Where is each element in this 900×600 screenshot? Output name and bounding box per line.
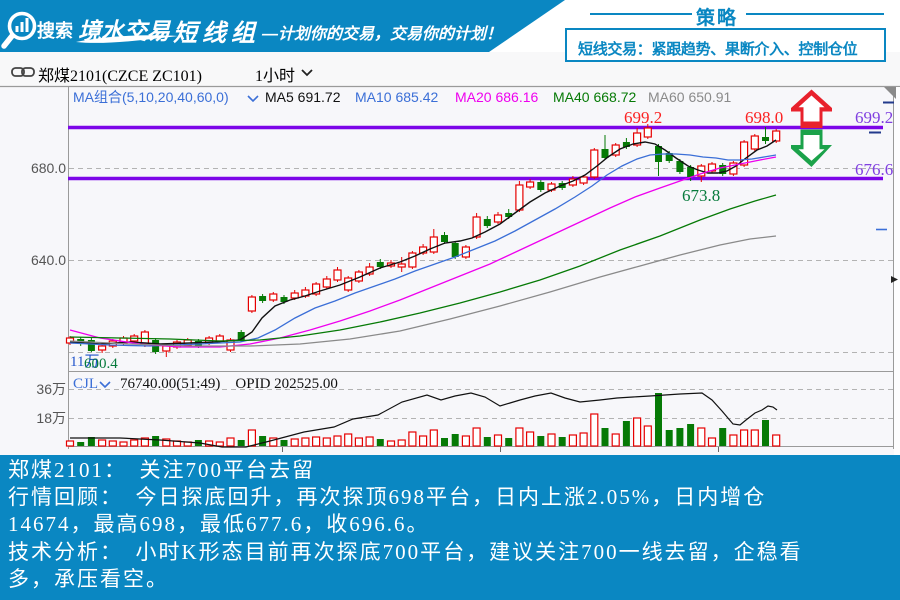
svg-text:600.4: 600.4 [84, 356, 118, 372]
svg-text:11万: 11万 [70, 354, 99, 370]
svg-text:640.0: 640.0 [31, 252, 66, 268]
svg-text:MA20 686.16: MA20 686.16 [455, 89, 538, 105]
svg-text:MA组合(5,10,20,40,60,0): MA组合(5,10,20,40,60,0) [73, 89, 229, 105]
svg-text:CJL: CJL [73, 376, 98, 392]
svg-text:673.8: 673.8 [682, 186, 720, 205]
svg-text:680.0: 680.0 [31, 160, 66, 176]
svg-text:76740.00(51:49) OPID 202525.00: 76740.00(51:49) OPID 202525.00 [120, 376, 338, 392]
svg-text:MA5 691.72: MA5 691.72 [265, 89, 341, 105]
svg-text:MA40 668.72: MA40 668.72 [553, 89, 636, 105]
svg-text:18万: 18万 [36, 410, 66, 426]
svg-text:699.2: 699.2 [855, 108, 893, 127]
svg-text:699.2: 699.2 [624, 108, 662, 127]
svg-text:36万: 36万 [36, 381, 66, 397]
svg-text:676.6: 676.6 [855, 160, 893, 179]
svg-text:698.0: 698.0 [745, 108, 783, 127]
svg-text:MA10 685.42: MA10 685.42 [355, 89, 438, 105]
svg-text:MA60 650.91: MA60 650.91 [648, 89, 731, 105]
